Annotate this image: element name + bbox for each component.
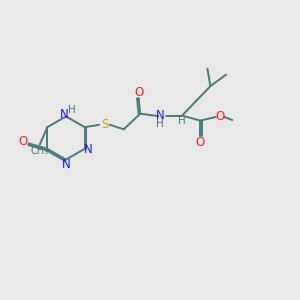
Text: H: H (156, 118, 164, 129)
Text: O: O (196, 136, 205, 149)
Text: CH₃: CH₃ (30, 146, 48, 156)
Text: N: N (61, 158, 70, 171)
Text: N: N (59, 108, 68, 122)
Text: N: N (156, 109, 165, 122)
Text: H: H (68, 105, 75, 116)
Text: N: N (84, 143, 93, 156)
Text: H: H (178, 116, 185, 127)
Text: S: S (101, 118, 108, 131)
Text: O: O (215, 110, 224, 123)
Text: O: O (19, 135, 28, 148)
Text: O: O (134, 85, 143, 99)
